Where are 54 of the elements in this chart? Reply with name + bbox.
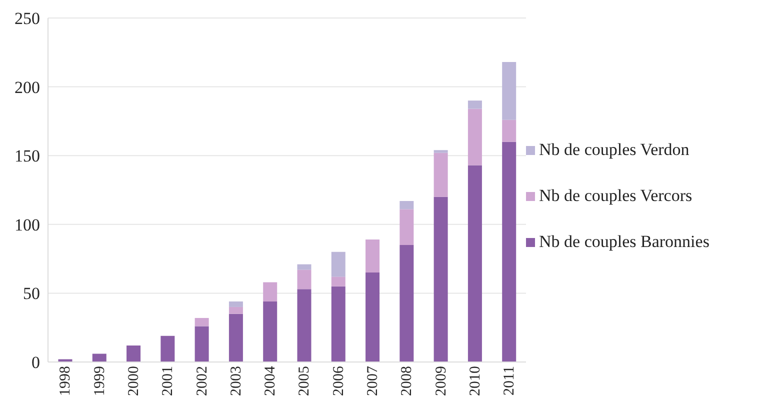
y-tick-label: 50 xyxy=(23,284,40,304)
x-tick-label: 1998 xyxy=(58,366,74,396)
bar xyxy=(468,165,482,362)
y-tick-label: 100 xyxy=(14,215,40,234)
bar xyxy=(331,252,346,277)
bar xyxy=(194,318,209,326)
bar xyxy=(263,282,278,302)
bar xyxy=(331,276,346,286)
x-tick-label: 2009 xyxy=(433,366,450,396)
bar xyxy=(160,336,175,362)
bar xyxy=(297,270,312,290)
y-tick-label: 200 xyxy=(14,78,40,97)
bar xyxy=(400,209,414,246)
bar xyxy=(400,245,414,362)
x-tick-label: 2003 xyxy=(228,366,244,396)
x-tick-label: 2004 xyxy=(262,366,279,396)
x-tick-label: 2000 xyxy=(126,366,142,396)
bar xyxy=(366,272,380,362)
bar xyxy=(434,152,448,197)
x-tick-label: 2001 xyxy=(160,366,176,396)
bar xyxy=(502,142,516,362)
y-tick-label: 250 xyxy=(14,9,40,28)
legend-label: Nb de couples Vercors xyxy=(539,186,692,206)
bar xyxy=(58,359,72,362)
x-tick-label: 2010 xyxy=(467,366,484,396)
bar xyxy=(194,326,209,362)
bar xyxy=(228,306,243,314)
bar xyxy=(228,314,243,362)
legend-label: Nb de couples Baronnies xyxy=(539,232,710,252)
x-tick-label: 2002 xyxy=(194,366,210,396)
legend-label: Nb de couples Verdon xyxy=(539,140,690,160)
bar xyxy=(468,100,482,109)
bar xyxy=(434,196,448,362)
bar xyxy=(297,289,312,362)
x-tick-label: 2005 xyxy=(296,366,313,396)
bar xyxy=(502,62,516,120)
bar xyxy=(331,286,346,362)
bar xyxy=(92,354,106,362)
x-tick-label: 2011 xyxy=(502,366,518,396)
bar xyxy=(502,120,516,142)
bar xyxy=(366,240,380,273)
x-tick-label: 2006 xyxy=(330,366,347,396)
bar xyxy=(228,301,243,307)
y-tick-label: 0 xyxy=(32,353,40,372)
y-tick-label: 150 xyxy=(14,146,40,166)
x-tick-label: 2007 xyxy=(365,366,382,396)
bar xyxy=(126,345,141,362)
bar xyxy=(297,264,312,270)
bar xyxy=(434,150,448,153)
bar xyxy=(263,301,278,362)
x-tick-label: 2008 xyxy=(399,366,416,396)
bar xyxy=(468,108,482,166)
bar xyxy=(400,201,414,210)
x-tick-label: 1999 xyxy=(92,366,108,396)
